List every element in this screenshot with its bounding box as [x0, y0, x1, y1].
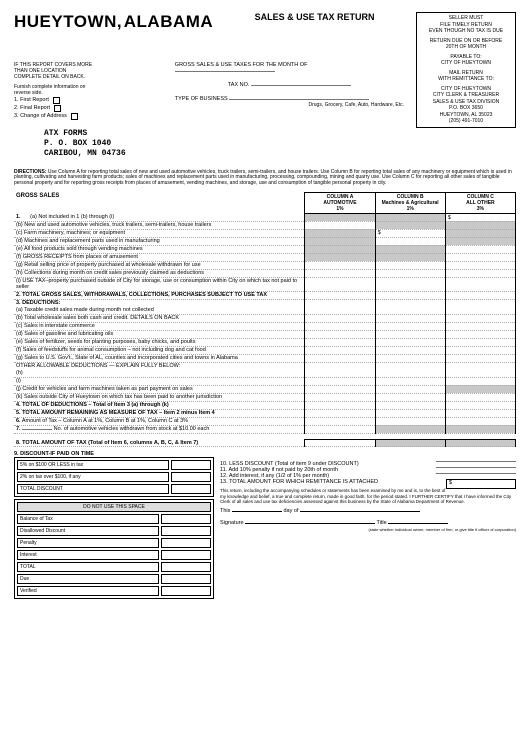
opt3-label: 3. Change of Address	[14, 113, 67, 119]
total-remit-box[interactable]: $	[446, 479, 516, 489]
reverse-note: Furnish complete information on reverse …	[14, 84, 94, 96]
box-l5: 20TH OF MONTH	[419, 44, 513, 51]
d2-input[interactable]	[171, 472, 211, 482]
addr-l1: ATX FORMS	[44, 129, 516, 139]
cert-text: This return, including the accompanying …	[220, 488, 516, 504]
state-name: ALABAMA	[124, 12, 213, 31]
city-name: HUEYTOWN,	[14, 12, 122, 31]
discount-section: 9. DISCOUNT-IF PAID ON TIME 5% on $100 O…	[14, 451, 214, 599]
opt1-label: 1. First Report	[14, 97, 49, 103]
top-info-row: IF THIS REPORT COVERS MORE THAN ONE LOCA…	[14, 62, 404, 121]
cell-1d-b[interactable]	[375, 237, 445, 245]
addr-l3: CARIBOU, MN 04736	[44, 149, 516, 159]
right-bottom: 10. LESS DISCOUNT (Total of item 9 under…	[220, 451, 516, 599]
addr-change-checkbox[interactable]	[71, 113, 78, 120]
cell-1e-c[interactable]	[445, 245, 515, 253]
signature-input[interactable]	[245, 523, 375, 524]
bottom-section: 9. DISCOUNT-IF PAID ON TIME 5% on $100 O…	[14, 451, 516, 599]
taxno-field: TAX NO.	[175, 82, 404, 88]
sig-line: Signature Title	[220, 520, 516, 526]
col-c-head: COLUMN CALL OTHER3%	[445, 193, 515, 214]
cell-1b-a[interactable]	[305, 221, 375, 229]
box-l15: (205) 491-7010	[419, 118, 513, 125]
final-report-row: 2. Final Report	[14, 105, 167, 112]
dir-body: Use Column A for reporting total sales o…	[14, 169, 512, 186]
city-title: HUEYTOWN, ALABAMA	[14, 12, 213, 32]
cell-1c-b[interactable]	[375, 229, 445, 237]
col-a-head: COLUMN AAUTOMOTIVE1%	[305, 193, 375, 214]
box-l11: CITY CLERK & TREASURER	[419, 92, 513, 99]
r13: 13. TOTAL AMOUNT FOR WHICH REMITTANCE IS…	[220, 479, 516, 485]
cell-1f-c[interactable]	[445, 253, 515, 261]
seller-info-box: SELLER MUST FILE TIMELY RETURN EVEN THOU…	[416, 12, 516, 128]
first-report-row: 1. First Report	[14, 97, 167, 104]
main-tax-table: GROSS SALES COLUMN AAUTOMOTIVE1% COLUMN …	[14, 192, 516, 447]
biztype-sub: Drugs, Grocery, Cafe, Auto, Hardware, Et…	[175, 102, 404, 108]
d1-input[interactable]	[171, 460, 211, 470]
form-title: SALES & USE TAX RETURN	[255, 12, 375, 22]
title-note: (state whether individual owner, member …	[220, 527, 516, 532]
date-line: This day of	[220, 508, 516, 514]
first-report-checkbox[interactable]	[53, 97, 60, 104]
top-mid-col: GROSS SALES & USE TAXES FOR THE MONTH OF…	[175, 62, 404, 121]
month-field: GROSS SALES & USE TAXES FOR THE MONTH OF	[175, 62, 404, 74]
addr-l2: P. O. BOX 1040	[44, 139, 516, 149]
month-input[interactable]	[175, 71, 275, 72]
cell-1a-c[interactable]	[445, 214, 515, 222]
col-b-head: COLUMN BMachines & Agricultural1%	[375, 193, 445, 214]
title-input[interactable]	[388, 523, 448, 524]
opt2-label: 2. Final Report	[14, 105, 50, 111]
multi-loc-note: IF THIS REPORT COVERS MORE THAN ONE LOCA…	[14, 62, 94, 80]
cell-1a-b	[375, 214, 445, 222]
mailing-address: ATX FORMS P. O. BOX 1040 CARIBOU, MN 047…	[44, 129, 516, 160]
cell-1a-a	[305, 214, 375, 222]
top-left-col: IF THIS REPORT COVERS MORE THAN ONE LOCA…	[14, 62, 167, 121]
gross-sales-head: GROSS SALES	[14, 193, 305, 214]
final-report-checkbox[interactable]	[54, 105, 61, 112]
addr-change-row: 3. Change of Address	[14, 113, 167, 120]
taxno-input[interactable]	[251, 85, 351, 86]
d3-input[interactable]	[171, 484, 211, 494]
directions-text: DIRECTIONS: Use Column A for reporting t…	[14, 170, 516, 187]
biztype-input[interactable]	[229, 99, 369, 100]
box-l7: CITY OF HUEYTOWN	[419, 60, 513, 67]
box-l9: WITH REMITTANCE TO:	[419, 76, 513, 83]
tax-form-page: HUEYTOWN, ALABAMA SALES & USE TAX RETURN…	[0, 0, 530, 749]
discount-table: 5% on $100 OR LESS in tax 2% on tax over…	[14, 457, 214, 497]
box-l3: EVEN THOUGH NO TAX IS DUE	[419, 28, 513, 35]
notuse-table: DO NOT USE THIS SPACE Balance of Tax Dis…	[14, 499, 214, 599]
